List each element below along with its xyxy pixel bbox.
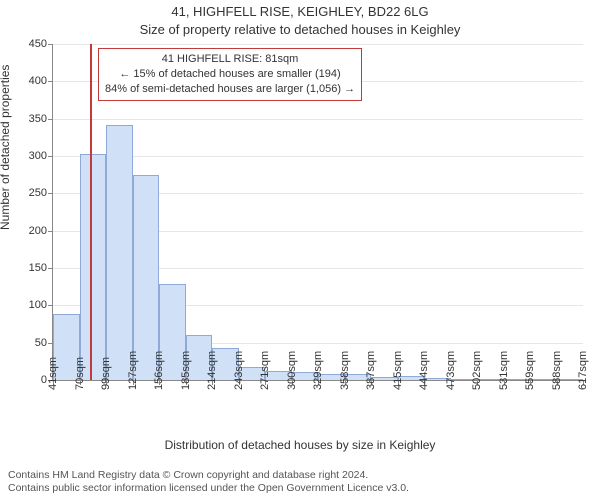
footer-line-1: Contains HM Land Registry data © Crown c…: [8, 469, 409, 483]
marker-line: [90, 44, 92, 380]
x-tick-label: 588sqm: [551, 351, 563, 390]
page-title: 41, HIGHFELL RISE, KEIGHLEY, BD22 6LG: [0, 4, 600, 19]
histogram-bar: [80, 154, 107, 380]
y-tick-label: 350: [29, 113, 47, 125]
y-tick-label: 450: [29, 38, 47, 50]
x-tick-label: 559sqm: [524, 351, 536, 390]
chart-subtitle: Size of property relative to detached ho…: [0, 22, 600, 37]
x-tick-label: 415sqm: [392, 351, 404, 390]
x-tick-label: 41sqm: [47, 357, 59, 390]
annotation-line: 41 HIGHFELL RISE: 81sqm: [105, 52, 355, 67]
x-tick-label: 185sqm: [180, 351, 192, 390]
footer-line-2: Contains public sector information licen…: [8, 482, 409, 496]
x-tick-label: 99sqm: [100, 357, 112, 390]
y-tick-label: 300: [29, 150, 47, 162]
plot-area: 05010015020025030035040045041sqm70sqm99s…: [52, 44, 583, 381]
y-tick-label: 50: [35, 337, 47, 349]
annotation-line: 84% of semi-detached houses are larger (…: [105, 82, 355, 97]
x-tick-label: 473sqm: [445, 351, 457, 390]
x-axis-title: Distribution of detached houses by size …: [0, 438, 600, 452]
x-tick-label: 243sqm: [233, 351, 245, 390]
x-tick-label: 156sqm: [153, 351, 165, 390]
annotation-box: 41 HIGHFELL RISE: 81sqm← 15% of detached…: [98, 48, 362, 101]
y-tick-label: 150: [29, 262, 47, 274]
x-tick-label: 300sqm: [286, 351, 298, 390]
histogram-bar: [133, 175, 160, 380]
x-tick-label: 531sqm: [498, 351, 510, 390]
x-tick-label: 214sqm: [206, 351, 218, 390]
y-tick-label: 200: [29, 225, 47, 237]
attribution-footer: Contains HM Land Registry data © Crown c…: [8, 469, 409, 496]
annotation-line: ← 15% of detached houses are smaller (19…: [105, 67, 355, 82]
x-tick-label: 617sqm: [577, 351, 589, 390]
x-tick-label: 271sqm: [259, 351, 271, 390]
y-tick-label: 250: [29, 187, 47, 199]
x-tick-label: 444sqm: [418, 351, 430, 390]
y-tick-label: 400: [29, 75, 47, 87]
chart-container: 41, HIGHFELL RISE, KEIGHLEY, BD22 6LG Si…: [0, 0, 600, 500]
y-axis-title: Number of detached properties: [0, 65, 12, 230]
x-tick-label: 70sqm: [74, 357, 86, 390]
x-tick-label: 358sqm: [339, 351, 351, 390]
x-tick-label: 502sqm: [471, 351, 483, 390]
x-tick-label: 329sqm: [312, 351, 324, 390]
x-tick-label: 127sqm: [127, 351, 139, 390]
histogram-bar: [106, 125, 133, 380]
y-tick-label: 100: [29, 299, 47, 311]
x-tick-label: 387sqm: [365, 351, 377, 390]
